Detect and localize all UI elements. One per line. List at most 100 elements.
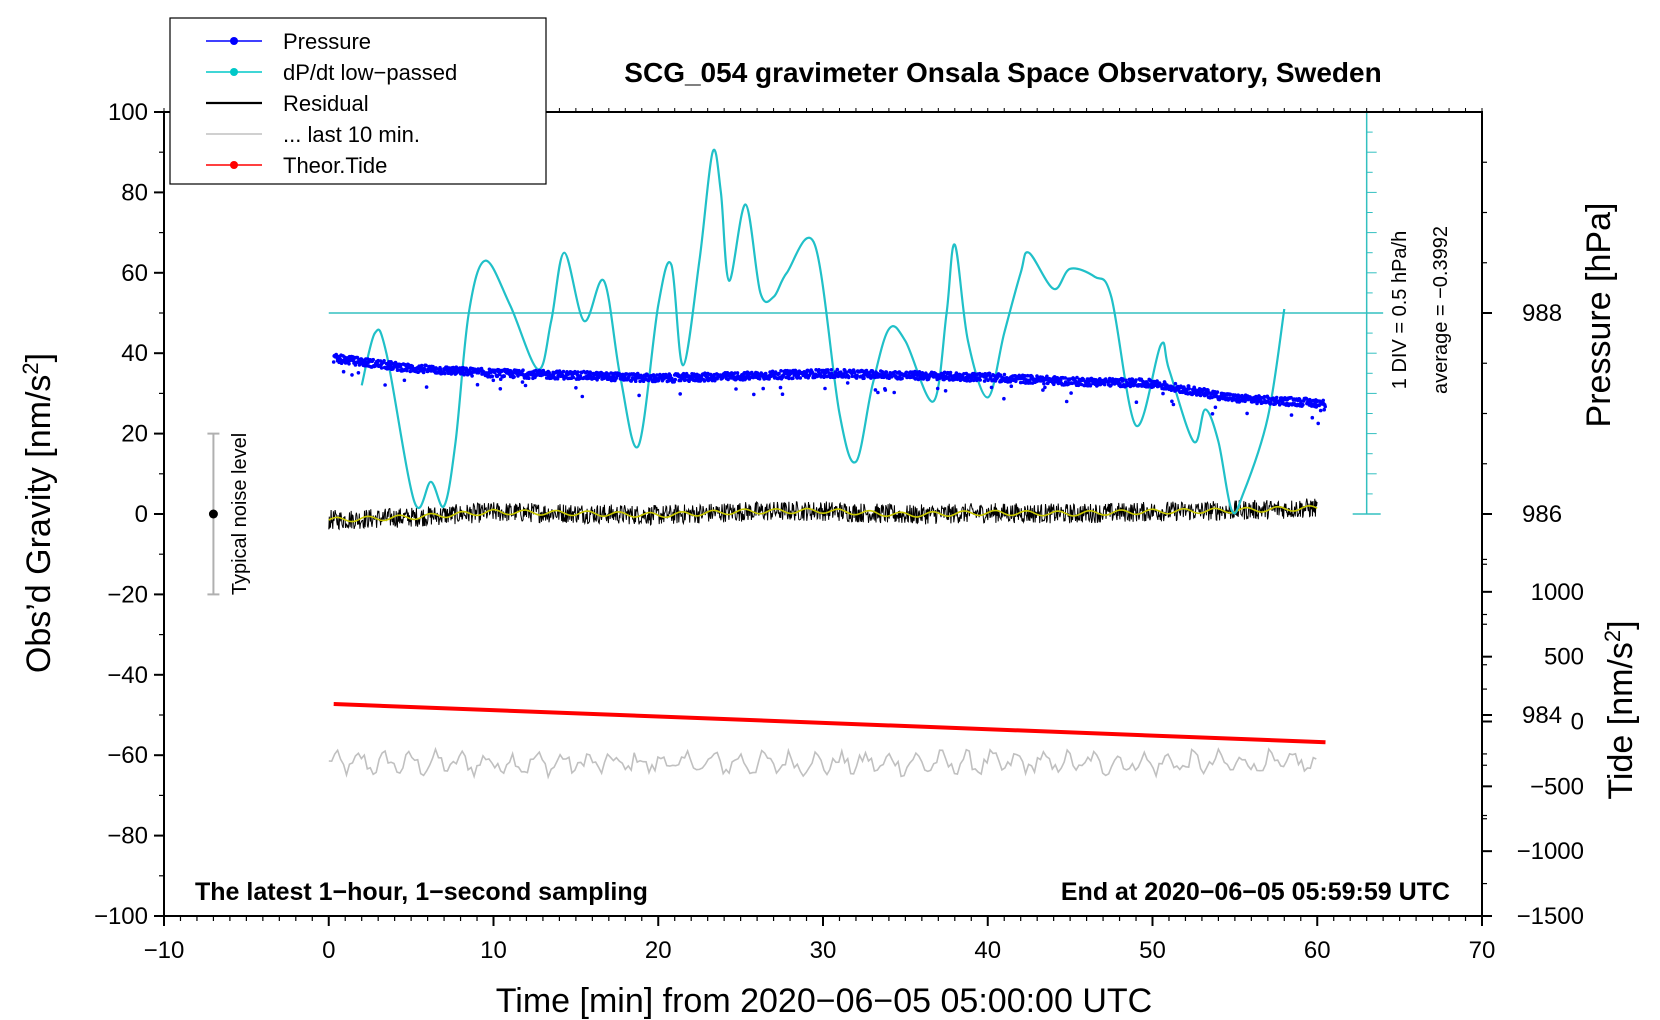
pressure-point [571, 375, 576, 380]
pressure-series [331, 352, 1327, 426]
pressure-point [1130, 377, 1135, 382]
x-tick-label: 50 [1139, 937, 1166, 964]
pressure-point [1322, 407, 1326, 412]
pressure-point [498, 387, 503, 391]
pressure-point [814, 368, 818, 372]
pressure-point [1321, 398, 1325, 403]
pressure-point [1075, 375, 1079, 380]
pressure-point [1043, 385, 1047, 390]
pressure-point [889, 375, 894, 379]
pressure-point [904, 370, 909, 375]
legend-marker [230, 37, 238, 45]
pressure-point [1058, 378, 1063, 383]
pressure-point [735, 371, 740, 375]
pressure-point [576, 370, 580, 374]
tide-tick-label: 1000 [1531, 579, 1584, 606]
series-layer [328, 112, 1384, 780]
pressure-point [356, 371, 361, 375]
x-tick-label: −10 [144, 937, 185, 964]
pressure-point [1274, 395, 1279, 400]
pressure-point [982, 379, 987, 383]
pressure-point [1064, 399, 1069, 404]
pressure-point [752, 392, 756, 397]
pressure-point [757, 377, 762, 381]
pressure-point [778, 385, 783, 390]
pressure-point [521, 368, 525, 373]
pressure-point [498, 377, 503, 382]
y-tick-label: 0 [135, 501, 148, 528]
pressure-point [1052, 382, 1056, 387]
pressure-point [1008, 379, 1013, 384]
pressure-point [673, 377, 677, 382]
pressure-point [379, 366, 384, 370]
pressure-point [1289, 395, 1293, 400]
pressure-point [817, 368, 821, 372]
pressure-point [424, 385, 429, 389]
pressure-point [780, 392, 785, 397]
tide-tick-label: 0 [1571, 709, 1584, 736]
pressure-point [1161, 391, 1165, 396]
pressure-point [1206, 388, 1210, 393]
pressure-point [502, 374, 507, 379]
pressure-point [1289, 413, 1294, 417]
y-tick-label: −40 [107, 662, 148, 689]
pressure-point [1245, 411, 1249, 416]
pressure-point [798, 376, 803, 380]
pressure-point [892, 390, 896, 395]
pressure-point [1243, 399, 1247, 404]
pressure-point [948, 370, 953, 375]
div-scale-label: 1 DIV = 0.5 hPa/h [1389, 231, 1411, 389]
pressure-point [1134, 378, 1138, 382]
pressure-point [1173, 381, 1178, 386]
pressure-point [383, 383, 387, 387]
pressure-point [637, 393, 641, 398]
pressure-point [1107, 376, 1112, 381]
pressure-point [341, 369, 346, 374]
pressure-point [987, 371, 992, 376]
pressure-point [791, 376, 795, 381]
pressure-point [917, 370, 922, 374]
pressure-point [1273, 402, 1277, 406]
pressure-point [734, 387, 738, 391]
x-tick-label: 30 [810, 937, 837, 964]
y-axis-label-pressure: Pressure [hPa] [1580, 203, 1618, 428]
legend-label: ... last 10 min. [283, 122, 420, 147]
pressure-point [1171, 402, 1176, 407]
pressure-point [347, 362, 351, 366]
pressure-tick-label: 988 [1522, 300, 1562, 327]
pressure-point [943, 389, 948, 393]
residual-series [328, 498, 1318, 531]
pressure-point [1063, 376, 1067, 380]
pressure-point [1041, 388, 1045, 392]
y-tick-label: 20 [121, 421, 148, 448]
legend-marker [230, 68, 238, 76]
pressure-point [443, 371, 447, 376]
tide-series [333, 701, 1326, 745]
pressure-point [1262, 394, 1267, 399]
y-tick-label: −80 [107, 823, 148, 850]
pressure-point [580, 394, 585, 399]
x-axis-label: Time [min] from 2020−06−05 05:00:00 UTC [496, 982, 1152, 1020]
pressure-point [1215, 390, 1220, 394]
pressure-point [852, 371, 857, 375]
pressure-point [1002, 396, 1006, 401]
pressure-point [394, 361, 398, 366]
legend-label: Pressure [283, 29, 371, 54]
pressure-point [421, 370, 426, 375]
pressure-point [779, 369, 783, 373]
pressure-point [873, 388, 878, 392]
pressure-point [862, 376, 866, 381]
pressure-point [876, 390, 880, 395]
pressure-point [1301, 403, 1305, 407]
x-tick-label: 0 [322, 937, 335, 964]
pressure-point [883, 388, 888, 392]
pressure-point [741, 374, 746, 379]
pressure-point [1102, 382, 1107, 387]
y-tick-label: 60 [121, 260, 148, 287]
pressure-point [810, 370, 815, 375]
pressure-point [822, 375, 826, 380]
pressure-point [655, 373, 659, 377]
pressure-point [770, 369, 775, 374]
pressure-tick-label: 984 [1522, 702, 1562, 729]
